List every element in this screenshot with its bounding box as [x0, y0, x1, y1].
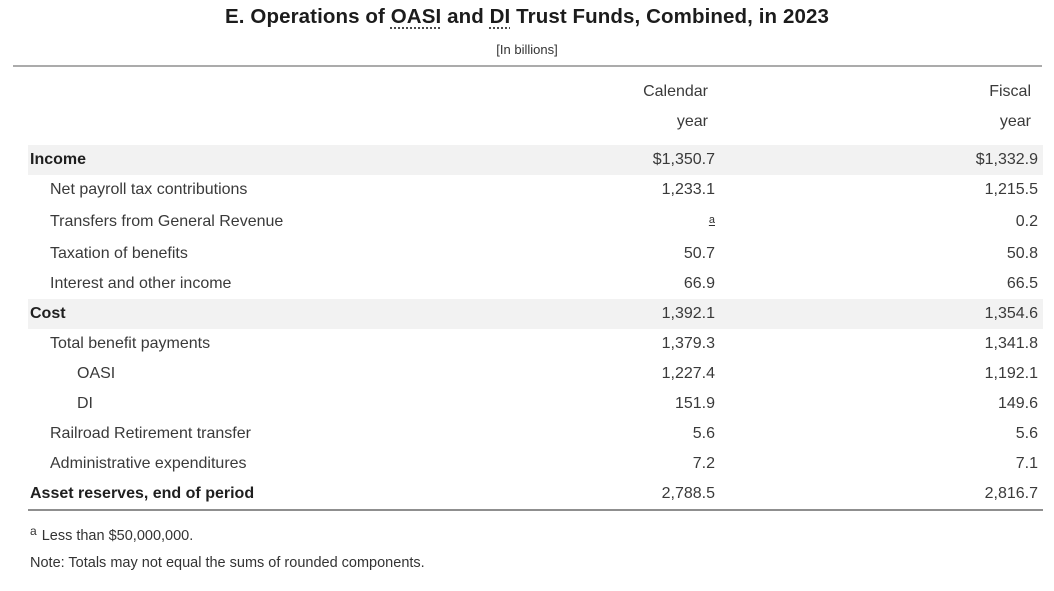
row-label: Income — [30, 151, 87, 168]
page: E. Operations of OASI and DI Trust Funds… — [0, 5, 1054, 591]
col-header-calendar-year: Calendar year — [643, 83, 708, 130]
fiscal-year-value: 5.6 — [1015, 425, 1038, 442]
title-text-mid: and — [441, 5, 490, 28]
table-row: OASI 1,227.4 1,192.1 — [28, 359, 1043, 389]
fiscal-year-value: 1,341.8 — [984, 335, 1038, 352]
row-label: Taxation of benefits — [50, 245, 188, 262]
row-label-cell: Transfers from General Revenue — [28, 205, 420, 239]
table-row: DI 151.9 149.6 — [28, 389, 1043, 419]
calendar-year-value: 7.2 — [692, 455, 715, 472]
footnote-a: a Less than $50,000,000. — [30, 525, 1054, 544]
calendar-year-value: 1,233.1 — [661, 181, 715, 198]
table-subtitle: [In billions] — [496, 42, 558, 57]
calendar-year-value: 1,392.1 — [661, 305, 715, 322]
trust-fund-operations-table: Calendar year Fiscal year Income $1,350.… — [28, 67, 1043, 511]
footnote-ref-a[interactable]: a — [708, 214, 715, 226]
fiscal-year-value: 149.6 — [997, 395, 1038, 412]
footnote-a-text: Less than $50,000,000. — [41, 528, 194, 544]
calendar-year-value: 5.6 — [692, 425, 715, 442]
row-label-cell: Cost — [28, 299, 420, 329]
footnote-a-marker: a — [30, 524, 37, 538]
calendar-year-value: 1,379.3 — [661, 335, 715, 352]
row-label: Total benefit payments — [50, 335, 211, 352]
row-label-cell: Taxation of benefits — [28, 239, 420, 269]
row-label: Asset reserves, end of period — [30, 485, 255, 502]
table-row: Taxation of benefits 50.7 50.8 — [28, 239, 1043, 269]
fiscal-year-value: 0.2 — [1015, 213, 1038, 230]
row-label-cell: DI — [28, 389, 420, 419]
title-text-prefix: E. Operations of — [225, 5, 391, 28]
row-label: Railroad Retirement transfer — [50, 425, 251, 442]
fiscal-year-value: 1,215.5 — [984, 181, 1038, 198]
row-label: Interest and other income — [50, 275, 232, 292]
row-label-cell: OASI — [28, 359, 420, 389]
row-label-cell: Net payroll tax contributions — [28, 175, 420, 205]
calendar-year-value: 66.9 — [683, 275, 715, 292]
table-row: Administrative expenditures 7.2 7.1 — [28, 449, 1043, 479]
fiscal-year-value: 2,816.7 — [984, 485, 1038, 502]
row-label: Transfers from General Revenue — [50, 213, 284, 230]
header-row: Calendar year Fiscal year — [28, 67, 1043, 145]
calendar-year-value: 1,227.4 — [661, 365, 715, 382]
row-label-cell: Railroad Retirement transfer — [28, 419, 420, 449]
calendar-year-value: a — [420, 205, 720, 239]
table-row: Railroad Retirement transfer 5.6 5.6 — [28, 419, 1043, 449]
fiscal-year-value: 50.8 — [1006, 245, 1038, 262]
table-row: Asset reserves, end of period 2,788.5 2,… — [28, 479, 1043, 510]
fiscal-year-value: 1,192.1 — [984, 365, 1038, 382]
col-header-fiscal-year: Fiscal year — [989, 83, 1031, 130]
row-label: DI — [77, 395, 93, 412]
row-label-cell: Administrative expenditures — [28, 449, 420, 479]
note-text: Note: Totals may not equal the sums of r… — [30, 555, 425, 571]
stub-header — [28, 67, 420, 145]
table-row: Income $1,350.7 $1,332.9 — [28, 145, 1043, 175]
fiscal-year-value: 1,354.6 — [984, 305, 1038, 322]
calendar-year-value: 151.9 — [674, 395, 715, 412]
table-row: Net payroll tax contributions 1,233.1 1,… — [28, 175, 1043, 205]
row-label-cell: Income — [28, 145, 420, 175]
row-label: Administrative expenditures — [50, 455, 247, 472]
abbr-di: DI — [489, 5, 511, 28]
page-title: E. Operations of OASI and DI Trust Funds… — [0, 5, 1054, 29]
row-label-cell: Interest and other income — [28, 269, 420, 299]
row-label: Net payroll tax contributions — [50, 181, 248, 198]
row-label-cell: Total benefit payments — [28, 329, 420, 359]
fiscal-year-value: $1,332.9 — [975, 151, 1038, 168]
table-row: Total benefit payments 1,379.3 1,341.8 — [28, 329, 1043, 359]
calendar-year-value: 50.7 — [683, 245, 715, 262]
table-row: Transfers from General Revenue a 0.2 — [28, 205, 1043, 239]
fiscal-year-value: 7.1 — [1015, 455, 1038, 472]
abbr-oasi: OASI — [390, 5, 442, 28]
calendar-year-value: 2,788.5 — [661, 485, 715, 502]
top-divider — [13, 65, 1042, 67]
calendar-year-value: $1,350.7 — [652, 151, 715, 168]
table-row: Interest and other income 66.9 66.5 — [28, 269, 1043, 299]
table-row: Cost 1,392.1 1,354.6 — [28, 299, 1043, 329]
fiscal-year-value: 66.5 — [1006, 275, 1038, 292]
row-label: Cost — [30, 305, 66, 322]
row-label: OASI — [77, 365, 116, 382]
row-label-cell: Asset reserves, end of period — [28, 479, 420, 510]
title-text-suffix: Trust Funds, Combined, in 2023 — [510, 5, 829, 28]
